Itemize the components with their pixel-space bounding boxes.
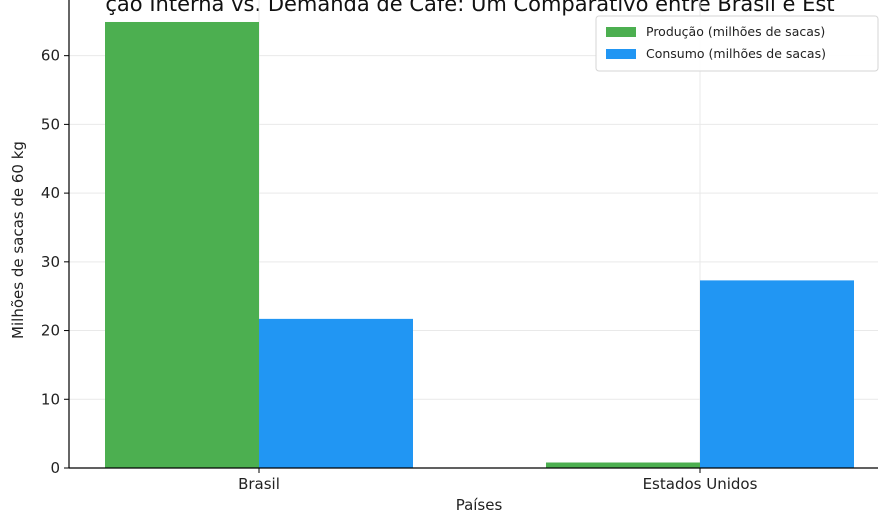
x-tick-label: Estados Unidos [643,475,758,493]
bars-layer [105,21,854,469]
legend: Produção (milhões de sacas) Consumo (mil… [595,15,879,72]
legend-label-consumo: Consumo (milhões de sacas) [646,46,826,61]
x-tick-label: Brasil [238,475,280,493]
y-tick-label: 0 [50,459,60,477]
legend-label-producao: Produção (milhões de sacas) [646,24,825,39]
axes-layer [68,0,878,469]
y-tick-label: 30 [41,253,60,271]
bar-consumo-estados-unidos [700,280,854,468]
legend-swatch-consumo [606,49,636,59]
chart-title: ção Interna vs. Demanda de Café: Um Comp… [105,0,834,16]
bar-producao-brasil [105,21,259,469]
ticks-layer: 0 10 20 30 40 50 60 Brasil Estados Unidos [41,47,758,493]
y-axis-label: Milhões de sacas de 60 kg [9,141,27,339]
legend-swatch-producao [606,27,636,37]
bar-producao-estados-unidos [546,462,700,468]
bar-consumo-brasil [259,318,413,468]
y-tick-label: 20 [41,322,60,340]
y-tick-label: 60 [41,47,60,65]
x-axis-label: Países [456,496,503,513]
y-tick-label: 10 [41,390,60,408]
y-tick-label: 40 [41,184,60,202]
y-tick-label: 50 [41,115,60,133]
legend-frame [595,15,879,72]
